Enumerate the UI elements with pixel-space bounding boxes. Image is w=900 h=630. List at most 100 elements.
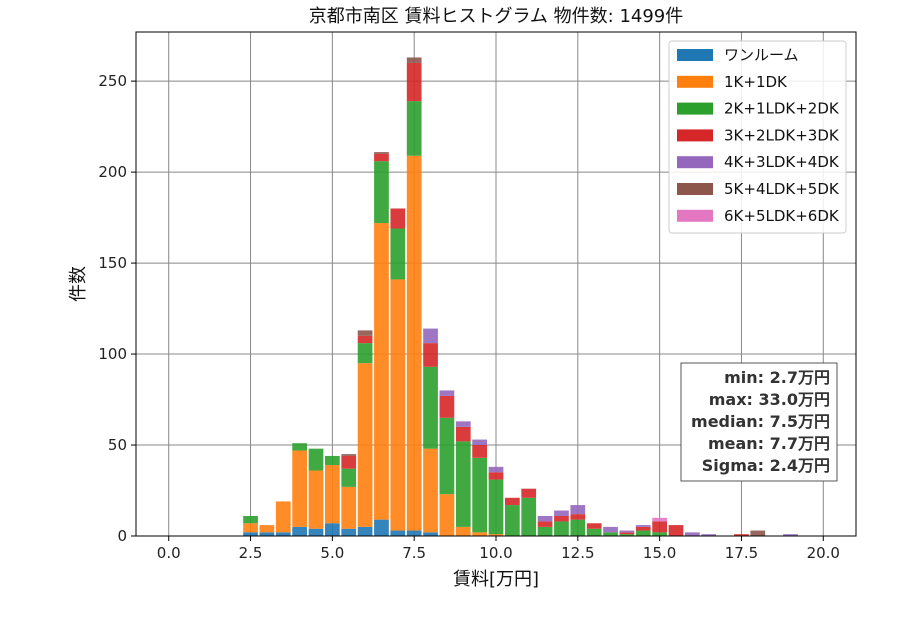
- bar-segment: [390, 279, 406, 531]
- bar-segment: [406, 62, 422, 102]
- bar-segment: [537, 515, 553, 522]
- legend-label: 2K+1LDK+2DK: [724, 100, 840, 118]
- bar-segment: [570, 519, 586, 536]
- bar-segment: [554, 521, 569, 536]
- bar-segment: [537, 526, 553, 536]
- bar-segment: [259, 525, 275, 533]
- bar-segment: [259, 532, 275, 536]
- bar-segment: [423, 366, 438, 449]
- legend-swatch: [677, 129, 713, 142]
- bar-segment: [439, 494, 455, 536]
- stats-line: Sigma: 2.4万円: [702, 456, 830, 475]
- bar-segment: [406, 57, 422, 63]
- bar-segment: [619, 534, 635, 536]
- bar-segment: [292, 450, 307, 527]
- chart-title: 京都市南区 賃料ヒストグラム 物件数: 1499件: [309, 6, 684, 27]
- bar-segment: [455, 426, 471, 442]
- bar-segment: [488, 479, 504, 535]
- bar-segment: [374, 223, 389, 520]
- bar-segment: [406, 101, 422, 156]
- legend-label: 6K+5LDK+6DK: [724, 207, 840, 225]
- bar-segment: [357, 330, 373, 336]
- legend-box: [668, 40, 847, 234]
- y-axis-title: 件数: [68, 266, 89, 302]
- stats-line: min: 2.7万円: [724, 368, 830, 387]
- bar-segment: [783, 534, 798, 536]
- y-tick-label: 50: [108, 436, 127, 454]
- legend-label: 3K+2LDK+3DK: [724, 126, 840, 144]
- bar-segment: [472, 439, 487, 446]
- bar-segment: [243, 523, 258, 533]
- y-tick-label: 150: [98, 254, 127, 272]
- bar-segment: [505, 497, 520, 506]
- bar-segment: [341, 528, 357, 536]
- bar-segment: [488, 466, 504, 473]
- bar-segment: [243, 532, 258, 536]
- stats-frame: [680, 362, 838, 482]
- bar-segment: [701, 534, 717, 536]
- legend-label: ワンルーム: [724, 46, 799, 64]
- bar-segment: [423, 532, 438, 536]
- bar-segment: [341, 486, 357, 529]
- bar-segment: [472, 532, 487, 536]
- bar-segment: [423, 448, 438, 533]
- bar-segment: [570, 505, 586, 515]
- bar-segment: [586, 528, 602, 536]
- bar-segment: [439, 417, 455, 495]
- y-tick-label: 100: [98, 345, 127, 363]
- bar-segment: [570, 514, 586, 520]
- stats-line: mean: 7.7万円: [708, 434, 830, 453]
- bar-segment: [341, 454, 357, 456]
- legend-swatch: [677, 209, 713, 222]
- x-tick-label: 17.5: [725, 544, 758, 562]
- bar-segment: [390, 530, 406, 536]
- bar-segment: [603, 532, 618, 536]
- x-tick-label: 2.5: [239, 544, 263, 562]
- bar-segment: [357, 343, 373, 364]
- y-tick-label: 200: [98, 163, 127, 181]
- legend-swatch: [677, 183, 713, 195]
- bar-segment: [406, 530, 422, 536]
- bar-segment: [374, 152, 389, 154]
- ticks: 0.0 2.5 5.0 7.5 10.0 12.5 15.0 17.5 20.0 0 50 100 15…: [98, 72, 840, 562]
- bar-segment: [586, 523, 602, 529]
- stats-box: min: 2.7万円 max: 33.0万円 median: 7.5万円 mean: …: [680, 362, 838, 482]
- bar-segment: [439, 395, 455, 418]
- bar-segment: [439, 390, 455, 396]
- bar-segment: [357, 335, 373, 344]
- bar-segment: [652, 517, 667, 522]
- x-tick-label: 20.0: [807, 544, 840, 562]
- bar-segment: [374, 519, 389, 536]
- bar-segment: [390, 228, 406, 280]
- bar-segment: [275, 501, 291, 533]
- bar-segment: [357, 526, 373, 536]
- bar-segment: [455, 441, 471, 527]
- x-tick-label: 10.0: [479, 544, 512, 562]
- bar-segment: [341, 455, 357, 469]
- x-tick-label: 0.0: [157, 544, 181, 562]
- bar-segment: [619, 530, 635, 533]
- legend-label: 5K+4LDK+5DK: [724, 180, 840, 198]
- bar-segment: [603, 526, 618, 533]
- bar-segment: [619, 532, 635, 535]
- bar-segment: [455, 526, 471, 536]
- bar-segment: [308, 528, 324, 536]
- bar-segment: [390, 208, 406, 229]
- bar-segment: [275, 532, 291, 536]
- bar-segment: [635, 525, 651, 527]
- legend: ワンルーム 1K+1DK 2K+1LDK+2DK 3K+2LDK+3DK 4K+3LDK…: [668, 40, 847, 234]
- legend-label: 1K+1DK: [724, 73, 788, 91]
- y-tick-label: 0: [117, 527, 127, 545]
- bar-segment: [243, 515, 258, 524]
- bar-segment: [505, 505, 520, 536]
- bar-segment: [652, 532, 667, 536]
- x-tick-label: 7.5: [402, 544, 426, 562]
- bar-segment: [521, 497, 537, 536]
- bar-segment: [521, 488, 537, 498]
- y-tick-label: 250: [98, 72, 127, 90]
- bar-segment: [374, 153, 389, 162]
- bar-segment: [537, 521, 553, 527]
- bar-segment: [292, 443, 307, 451]
- bar-segment: [488, 534, 504, 536]
- bars: [243, 57, 798, 536]
